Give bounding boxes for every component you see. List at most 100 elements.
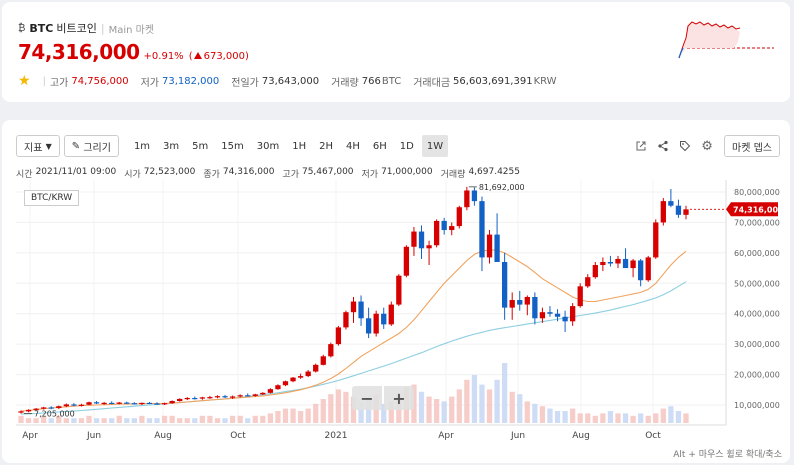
sparkline-chart: [678, 21, 774, 59]
volume-bar: [426, 396, 432, 423]
coin-name: 비트코인: [56, 22, 97, 35]
timeframe-1w[interactable]: 1W: [421, 135, 449, 157]
candle-body: [675, 205, 682, 215]
bitcoin-icon: ₿: [18, 22, 26, 34]
volume-bar: [86, 415, 92, 423]
volume-bar: [71, 418, 77, 423]
volume-bar: [260, 415, 266, 423]
x-tick-label: Jun: [510, 431, 525, 441]
change-paren: (: [188, 51, 193, 62]
price-chart[interactable]: 80,000,000 70,000,000 60,000,000 50,000,000…: [2, 180, 790, 463]
current-price-badge: [726, 202, 778, 217]
ohlc-low: 71,000,000: [381, 167, 433, 177]
candle-body: [161, 403, 168, 405]
volume-bar: [600, 413, 606, 423]
caret-down-icon: ▼: [45, 141, 52, 151]
volume-bar: [675, 411, 682, 423]
share-icon[interactable]: [654, 137, 672, 155]
volume-bar: [547, 408, 553, 423]
divider: |: [100, 21, 105, 35]
volume-bar: [290, 408, 296, 423]
candle-body: [464, 190, 470, 208]
candle-body: [252, 394, 258, 396]
ohlc-time: 2021/11/01 09:00: [35, 167, 117, 177]
candle-body: [381, 313, 387, 325]
coin-header: ₿ BTC 비트코인 | Main 마켓: [18, 20, 154, 36]
toolbar-right: ⚙ 마켓 뎁스: [632, 134, 780, 158]
timeframe-30m[interactable]: 30m: [256, 140, 280, 152]
y-tick-label: 60,000,000: [734, 249, 780, 258]
y-tick-label: 10,000,000: [734, 401, 780, 410]
low-label: 저가: [140, 77, 160, 89]
divider: |: [42, 75, 46, 87]
volume-bar: [161, 415, 168, 423]
candle-body: [501, 261, 508, 308]
max-price-label: 81,692,000: [479, 183, 525, 192]
candle-body: [630, 260, 636, 269]
volume-bar: [456, 389, 462, 423]
candle-body: [562, 316, 568, 322]
volume-bar: [494, 379, 500, 423]
volume-bar: [554, 411, 561, 423]
volume-bar: [479, 384, 485, 423]
candle-body: [199, 397, 206, 399]
candle-body: [517, 300, 523, 305]
y-tick-label: 30,000,000: [734, 340, 780, 349]
volume-bar: [683, 413, 689, 423]
candle-body: [222, 396, 228, 398]
candle-body: [653, 222, 659, 258]
timeframe-1m[interactable]: 1m: [133, 140, 151, 152]
volume-bar: [146, 418, 153, 423]
min-price-label: 7,205,000: [34, 410, 75, 419]
volume-bar: [388, 401, 394, 423]
volume-bar: [449, 396, 455, 423]
volume-bar: [139, 415, 145, 423]
x-tick-label: Apr: [438, 431, 454, 441]
candle-body: [683, 209, 689, 215]
candle-body: [388, 304, 394, 325]
timeframe-4h[interactable]: 4H: [345, 140, 360, 152]
candle-body: [290, 377, 296, 382]
volume-bar: [358, 401, 364, 423]
star-icon[interactable]: ★: [18, 73, 31, 89]
volume-bar: [18, 415, 24, 423]
volume-value: 766: [361, 75, 381, 87]
draw-label: 그리기: [83, 142, 111, 154]
candle-body: [343, 312, 349, 328]
gear-icon[interactable]: ⚙: [701, 138, 713, 154]
indicator-button[interactable]: 지표 ▼: [16, 135, 60, 157]
draw-button[interactable]: ✎ 그리기: [63, 135, 119, 157]
volume-bar: [381, 403, 387, 423]
timeframe-3m[interactable]: 3m: [163, 140, 180, 152]
candle-body: [109, 402, 115, 405]
timeframe-1h[interactable]: 1H: [292, 140, 307, 152]
external-link-icon[interactable]: [632, 137, 650, 155]
x-tick-label: Aug: [154, 431, 172, 441]
ohlc-close: 74,316,000: [222, 167, 275, 177]
market-depth-button[interactable]: 마켓 뎁스: [724, 135, 780, 157]
timeframe-6h[interactable]: 6H: [372, 140, 387, 152]
timeframe-5m[interactable]: 5m: [192, 140, 209, 152]
zoom-out-button[interactable]: −: [352, 386, 382, 410]
timeframe-1d[interactable]: 1D: [399, 140, 414, 152]
candle-body: [154, 403, 160, 405]
candle-body: [479, 201, 485, 258]
zoom-in-button[interactable]: +: [384, 386, 414, 410]
timeframe-2h[interactable]: 2H: [319, 140, 333, 152]
volume-bar: [418, 391, 425, 423]
volume-bar: [252, 415, 258, 423]
candle-body: [456, 207, 462, 227]
candle-body: [86, 402, 92, 405]
tag-icon[interactable]: [676, 137, 694, 155]
candle-body: [63, 404, 69, 407]
coin-code: BTC: [29, 21, 54, 35]
candle-body: [350, 301, 357, 313]
volume-bar: [365, 399, 372, 423]
candle-body: [418, 231, 425, 249]
volume-bar: [154, 418, 160, 423]
triangle-up-icon: [193, 52, 202, 59]
volume-bar: [592, 415, 598, 423]
volume-bar: [275, 411, 281, 423]
candle-body: [411, 231, 417, 247]
timeframe-15m[interactable]: 15m: [221, 140, 244, 152]
